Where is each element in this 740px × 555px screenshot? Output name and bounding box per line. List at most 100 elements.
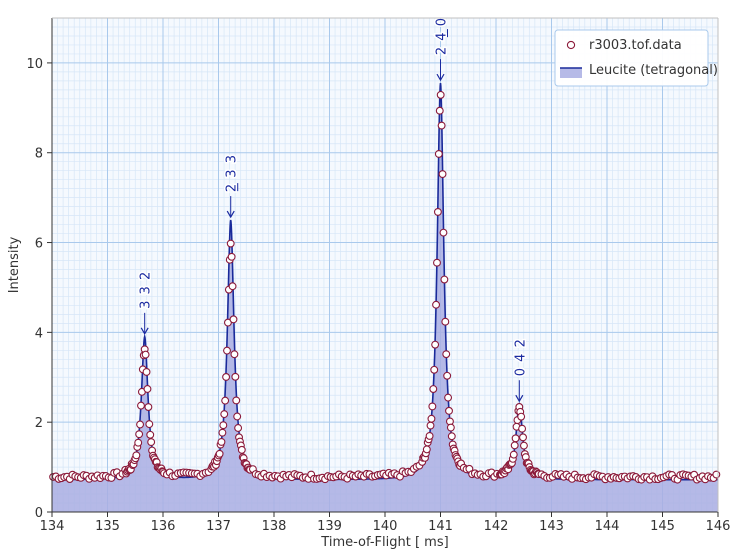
data-point [433, 207, 442, 216]
y-tick-label: 4 [35, 326, 43, 341]
data-point [441, 317, 450, 326]
data-point [228, 282, 237, 291]
data-point [429, 385, 438, 393]
data-point [519, 433, 527, 442]
data-point [511, 434, 520, 443]
data-point [233, 412, 242, 421]
hkl-annotation: 2 3 3 [223, 153, 241, 219]
data-point [442, 350, 451, 359]
x-axis-title: Time-of-Flight [ ms] [320, 535, 448, 550]
hkl-label: 2 3 3 [225, 154, 240, 192]
x-tick-label: 140 [373, 519, 398, 534]
data-point [132, 451, 141, 460]
data-point [712, 470, 721, 479]
data-point [217, 437, 226, 446]
axes: 134 135 136 137 138 139 140 141 142 143 144 145 146 0… [26, 17, 731, 534]
data-point [519, 441, 528, 450]
data-point [135, 430, 144, 439]
data-point [433, 258, 441, 267]
data-point [145, 420, 154, 429]
legend-data-marker [566, 40, 576, 50]
data-point [432, 300, 441, 309]
y-tick-label: 10 [26, 57, 43, 72]
hkl-arrow-head [436, 73, 445, 82]
y-tick-label: 2 [35, 416, 43, 431]
data-point [220, 410, 229, 419]
y-tick-label: 0 [35, 506, 43, 521]
data-point [427, 414, 436, 423]
data-point [230, 350, 239, 359]
legend-label-fit: Leucite (tetragonal) [589, 63, 718, 78]
data-point [136, 420, 145, 429]
data-point [232, 396, 241, 405]
data-point [426, 421, 435, 430]
x-tick-label: 141 [428, 519, 453, 534]
data-point [147, 438, 156, 447]
data-point [218, 428, 227, 437]
data-point [444, 393, 453, 402]
data-point [221, 396, 230, 405]
data-point [509, 450, 518, 459]
hkl-label: 0 4 2 [513, 338, 528, 376]
data-point [440, 275, 449, 284]
data-point [435, 106, 444, 115]
x-tick-label: 137 [206, 519, 231, 534]
x-tick-label: 143 [539, 519, 564, 534]
data-point [219, 421, 228, 430]
x-tick-label: 145 [650, 519, 675, 534]
y-tick-label: 6 [35, 237, 43, 252]
data-point [438, 170, 447, 179]
data-point [431, 340, 440, 349]
x-tick-label: 134 [40, 519, 65, 534]
hkl-arrow-head [140, 327, 149, 336]
hkl-annotation: 0 4 2 [512, 337, 530, 403]
hkl-label: 2 4 0 [435, 17, 450, 55]
data-markers-layer [49, 90, 721, 484]
data-point [430, 365, 439, 374]
data-point [510, 441, 519, 450]
data-point [231, 372, 240, 381]
y-axis-title: Intensity [7, 236, 22, 293]
data-point [425, 431, 434, 440]
data-point [226, 239, 235, 248]
data-point [143, 385, 152, 393]
legend-fit-swatch [560, 68, 582, 78]
x-tick-label: 142 [484, 519, 509, 534]
data-point [234, 424, 243, 432]
x-tick-label: 136 [151, 519, 176, 534]
data-point [134, 438, 143, 447]
data-point [215, 449, 224, 458]
data-point [518, 424, 527, 433]
grid [51, 17, 719, 513]
data-point [428, 402, 437, 411]
data-point [434, 149, 443, 158]
x-tick-label: 146 [706, 519, 731, 534]
data-point [437, 121, 446, 130]
data-point [144, 403, 153, 411]
hkl-label: 3 3 2 [139, 271, 154, 309]
data-point [439, 228, 448, 237]
hkl-annotation: 3 3 2 [137, 269, 155, 336]
legend-box [554, 29, 709, 87]
x-tick-label: 135 [95, 519, 120, 534]
data-point [445, 406, 453, 415]
data-point [237, 445, 246, 454]
data-point [436, 90, 445, 99]
legend: r3003.tof.data Leucite (tetragonal) [554, 29, 718, 87]
data-point [227, 252, 236, 261]
data-point [443, 371, 452, 380]
data-point [141, 350, 150, 359]
data-point [223, 346, 231, 355]
data-point [229, 315, 238, 324]
data-point [422, 445, 431, 454]
data-point [146, 430, 155, 439]
hkl-annotation: 2 4 0 [433, 16, 451, 82]
x-tick-label: 138 [262, 519, 287, 534]
peak-annotations: 3 3 2 2 3 3 2 4 0 0 4 2 [137, 16, 530, 403]
y-tick-label: 8 [35, 147, 43, 162]
x-tick-label: 139 [317, 519, 342, 534]
legend-label-data: r3003.tof.data [589, 38, 682, 53]
data-point [222, 373, 231, 381]
hkl-arrow-head [515, 394, 524, 403]
